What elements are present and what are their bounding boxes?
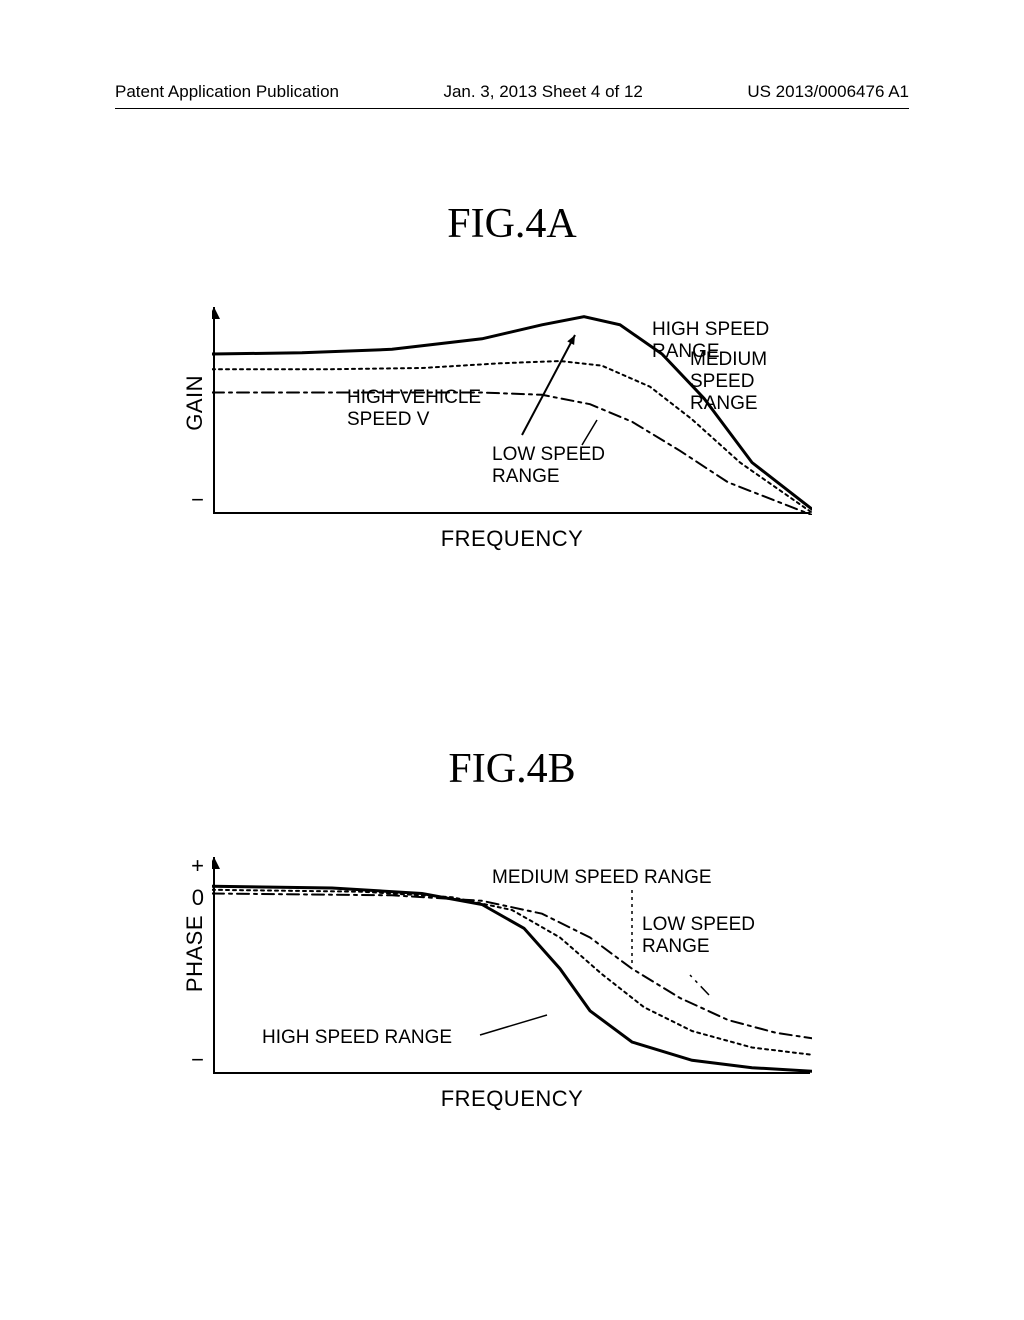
- figure-b-svg: HIGH SPEED RANGE MEDIUM SPEED RANGE LOW SP…: [212, 855, 812, 1075]
- svg-text:RANGE: RANGE: [690, 393, 758, 414]
- page-header: Patent Application Publication Jan. 3, 2…: [0, 82, 1024, 102]
- figure-a-svg: HIGH SPEEDRANGEMEDIUMSPEEDRANGELOW SPEED…: [212, 305, 812, 515]
- figure-a-chart: GAIN − HIGH SPEEDRANGEMEDIUMSPEEDRANGELO…: [212, 305, 812, 552]
- svg-text:SPEED V: SPEED V: [347, 409, 430, 430]
- figure-a-xlabel: FREQUENCY: [212, 526, 812, 552]
- figure-a-ylabel: GAIN: [182, 375, 208, 431]
- figure-b-tick-neg: −: [164, 1047, 204, 1073]
- svg-text:HIGH SPEED: HIGH SPEED: [652, 319, 769, 340]
- figure-b-tick-pos: +: [164, 853, 204, 879]
- figure-b-chart: PHASE + 0 − HIGH SPEED RANGEMEDIUM SPEED…: [212, 855, 812, 1112]
- svg-text:RANGE: RANGE: [492, 466, 560, 487]
- svg-text:MEDIUM: MEDIUM: [690, 349, 767, 370]
- figure-b-ylabel: PHASE: [182, 915, 208, 992]
- svg-text:HIGH VEHICLE: HIGH VEHICLE: [347, 387, 481, 408]
- figure-a-tick-neg: −: [164, 487, 204, 513]
- svg-text:LOW SPEED: LOW SPEED: [492, 444, 605, 465]
- header-left: Patent Application Publication: [115, 82, 339, 102]
- header-center: Jan. 3, 2013 Sheet 4 of 12: [443, 82, 642, 102]
- figure-b-tick-zero: 0: [164, 885, 204, 911]
- svg-text:MEDIUM SPEED RANGE: MEDIUM SPEED RANGE: [492, 867, 712, 888]
- header-rule: [115, 108, 909, 109]
- figure-a-title: FIG.4A: [0, 200, 1024, 248]
- svg-text:HIGH SPEED RANGE: HIGH SPEED RANGE: [262, 1027, 452, 1048]
- figure-b-xlabel: FREQUENCY: [212, 1086, 812, 1112]
- svg-text:LOW SPEED: LOW SPEED: [642, 914, 755, 935]
- svg-text:SPEED: SPEED: [690, 371, 754, 392]
- header-right: US 2013/0006476 A1: [747, 82, 909, 102]
- figure-b-title: FIG.4B: [0, 745, 1024, 793]
- svg-text:RANGE: RANGE: [642, 936, 710, 957]
